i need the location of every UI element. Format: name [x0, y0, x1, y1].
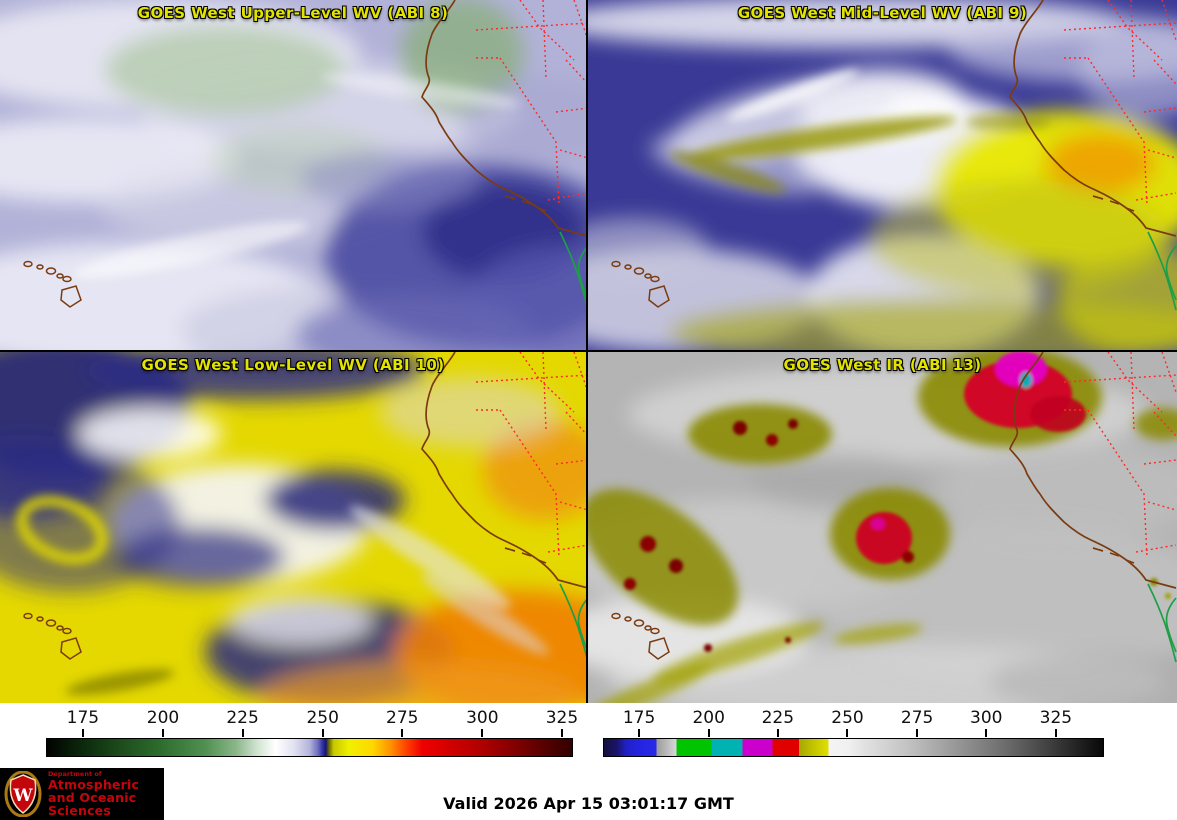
- wv-colorbar: 175 200 225 250 275 300 325: [46, 703, 579, 768]
- ir-colorbar-tick-labels: 175 200 225 250 275 300 325: [603, 703, 1104, 729]
- tick-label: 275: [386, 708, 419, 728]
- ir-colorbar: 175 200 225 250 275 300 325: [603, 703, 1104, 768]
- uw-crest-icon: W: [4, 771, 42, 817]
- tick-label: 225: [761, 708, 795, 728]
- valid-timestamp: Valid 2026 Apr 15 03:01:17 GMT: [443, 794, 734, 813]
- tick-label: 300: [970, 708, 1003, 728]
- panel-image-abi13: [588, 352, 1177, 703]
- logo-dept-line: Department of: [48, 769, 102, 778]
- tick-label: 250: [831, 708, 864, 728]
- colorbar-strip: 175 200 225 250 275 300 325 175 200 225 …: [0, 703, 1177, 768]
- satellite-panels-grid: GOES West Upper-Level WV (ABI 8) GOES We…: [0, 0, 1177, 703]
- panel-image-abi8: [0, 0, 586, 350]
- ir-colorbar-ticks: [603, 729, 1104, 738]
- uw-aos-logo: W Department of Atmospheric and Oceanic …: [0, 768, 164, 820]
- tick-label: 200: [146, 708, 180, 728]
- svg-text:W: W: [12, 786, 33, 806]
- logo-name-line2: and Oceanic Sciences: [48, 789, 137, 818]
- tick-label: 325: [1039, 708, 1073, 728]
- tick-label: 300: [466, 708, 499, 728]
- tick-label: 275: [900, 708, 934, 728]
- tick-label: 175: [66, 708, 100, 728]
- panel-image-abi9: [588, 0, 1177, 350]
- panel-image-abi10: [0, 352, 586, 703]
- tick-label: 250: [306, 708, 339, 728]
- satellite-imagery-canvas: [0, 0, 1177, 703]
- tick-label: 225: [226, 708, 259, 728]
- tick-label: 325: [545, 708, 579, 728]
- logo-name-line1: Atmospheric: [48, 776, 140, 792]
- tick-label: 200: [692, 708, 725, 728]
- wv-colorbar-gradient: [46, 738, 573, 757]
- footer: W Department of Atmospheric and Oceanic …: [0, 768, 1177, 820]
- logo-wordmark: Department of Atmospheric and Oceanic Sc…: [48, 769, 164, 818]
- wv-colorbar-tick-labels: 175 200 225 250 275 300 325: [46, 703, 579, 729]
- wv-colorbar-ticks: [46, 729, 573, 738]
- ir-colorbar-gradient: [603, 738, 1104, 757]
- tick-label: 175: [622, 708, 656, 728]
